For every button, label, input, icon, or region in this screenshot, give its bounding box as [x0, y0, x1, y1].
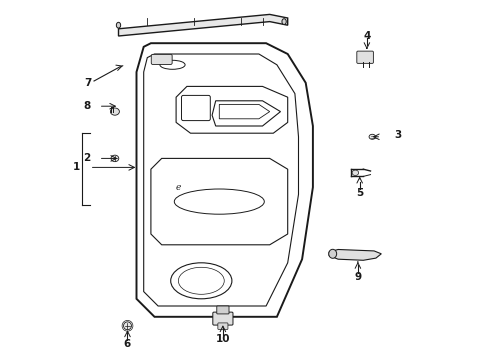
FancyBboxPatch shape — [218, 323, 227, 329]
Ellipse shape — [351, 170, 358, 175]
Ellipse shape — [123, 322, 131, 330]
Text: 1: 1 — [73, 162, 80, 172]
FancyBboxPatch shape — [212, 312, 232, 325]
Text: 7: 7 — [84, 78, 91, 88]
FancyBboxPatch shape — [151, 54, 172, 64]
Text: 5: 5 — [355, 188, 363, 198]
Polygon shape — [328, 249, 381, 260]
Ellipse shape — [282, 19, 285, 24]
Text: 9: 9 — [354, 272, 361, 282]
Text: e: e — [176, 183, 181, 192]
FancyBboxPatch shape — [216, 306, 228, 314]
Text: 8: 8 — [83, 101, 90, 111]
Ellipse shape — [111, 155, 119, 162]
Text: 2: 2 — [83, 153, 90, 163]
Text: 10: 10 — [215, 334, 230, 345]
Polygon shape — [118, 14, 287, 36]
Text: 4: 4 — [363, 31, 370, 41]
Ellipse shape — [116, 22, 121, 28]
Text: 3: 3 — [393, 130, 400, 140]
FancyBboxPatch shape — [356, 51, 373, 63]
Ellipse shape — [328, 249, 336, 258]
Ellipse shape — [368, 134, 375, 139]
Ellipse shape — [110, 108, 119, 115]
Text: 6: 6 — [123, 339, 131, 349]
